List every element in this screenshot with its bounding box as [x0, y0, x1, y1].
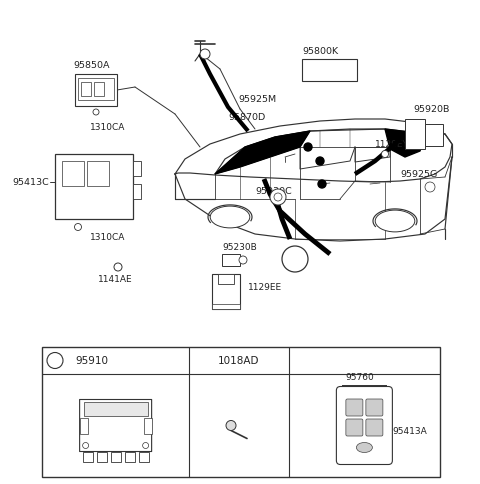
Text: 1310CA: 1310CA — [90, 233, 125, 242]
FancyBboxPatch shape — [139, 452, 149, 462]
Circle shape — [226, 421, 236, 431]
Ellipse shape — [375, 211, 415, 232]
Polygon shape — [385, 130, 425, 158]
FancyBboxPatch shape — [62, 162, 84, 187]
FancyBboxPatch shape — [110, 452, 120, 462]
Ellipse shape — [356, 442, 372, 453]
Text: 95800K: 95800K — [302, 47, 338, 56]
Text: 95925G: 95925G — [400, 170, 437, 179]
Text: 95850A: 95850A — [73, 60, 109, 69]
Circle shape — [83, 442, 89, 449]
Circle shape — [114, 263, 122, 272]
Circle shape — [274, 194, 282, 201]
Circle shape — [425, 182, 435, 193]
FancyBboxPatch shape — [366, 399, 383, 416]
FancyBboxPatch shape — [133, 184, 141, 199]
Text: 1018AD: 1018AD — [218, 356, 260, 366]
Circle shape — [318, 181, 326, 189]
FancyBboxPatch shape — [144, 418, 152, 434]
Circle shape — [200, 50, 210, 60]
FancyBboxPatch shape — [212, 304, 240, 309]
Text: 95920B: 95920B — [413, 106, 449, 114]
FancyBboxPatch shape — [366, 419, 383, 436]
Text: 95870D: 95870D — [228, 113, 265, 122]
FancyBboxPatch shape — [84, 402, 148, 416]
FancyBboxPatch shape — [125, 452, 134, 462]
FancyBboxPatch shape — [78, 79, 114, 101]
Circle shape — [282, 246, 308, 272]
FancyBboxPatch shape — [133, 162, 141, 177]
Text: 1129EY: 1129EY — [375, 140, 409, 149]
Circle shape — [93, 110, 99, 116]
FancyBboxPatch shape — [96, 452, 107, 462]
Circle shape — [316, 158, 324, 166]
FancyBboxPatch shape — [94, 83, 104, 97]
Text: 95910: 95910 — [75, 356, 108, 366]
Circle shape — [270, 190, 286, 206]
Circle shape — [74, 224, 82, 231]
Text: 95925M: 95925M — [238, 95, 276, 104]
FancyBboxPatch shape — [80, 418, 88, 434]
Ellipse shape — [210, 207, 250, 228]
FancyBboxPatch shape — [218, 274, 234, 285]
Text: 1129EE: 1129EE — [248, 283, 282, 292]
Text: 95930C: 95930C — [255, 187, 292, 196]
Circle shape — [143, 442, 149, 449]
FancyBboxPatch shape — [425, 125, 443, 147]
FancyBboxPatch shape — [81, 83, 91, 97]
Polygon shape — [215, 132, 310, 175]
Text: 95413C: 95413C — [12, 178, 49, 187]
FancyBboxPatch shape — [55, 155, 133, 220]
FancyBboxPatch shape — [222, 255, 240, 267]
Text: 1310CA: 1310CA — [90, 123, 125, 132]
Text: 95230B: 95230B — [222, 243, 257, 252]
Text: a: a — [292, 255, 298, 264]
Circle shape — [239, 257, 247, 264]
FancyBboxPatch shape — [75, 75, 117, 107]
FancyBboxPatch shape — [346, 399, 363, 416]
FancyBboxPatch shape — [42, 348, 440, 477]
Text: 95413A: 95413A — [392, 426, 427, 435]
Text: 1141AE: 1141AE — [98, 275, 132, 284]
FancyBboxPatch shape — [87, 162, 109, 187]
FancyBboxPatch shape — [212, 274, 240, 309]
Text: 95760: 95760 — [345, 372, 374, 381]
FancyBboxPatch shape — [336, 387, 392, 465]
FancyBboxPatch shape — [302, 60, 357, 82]
FancyBboxPatch shape — [405, 120, 425, 150]
Circle shape — [382, 151, 388, 158]
Text: a: a — [52, 356, 58, 365]
FancyBboxPatch shape — [346, 419, 363, 436]
Circle shape — [47, 353, 63, 369]
FancyBboxPatch shape — [83, 452, 93, 462]
FancyBboxPatch shape — [80, 400, 152, 452]
Circle shape — [304, 144, 312, 151]
